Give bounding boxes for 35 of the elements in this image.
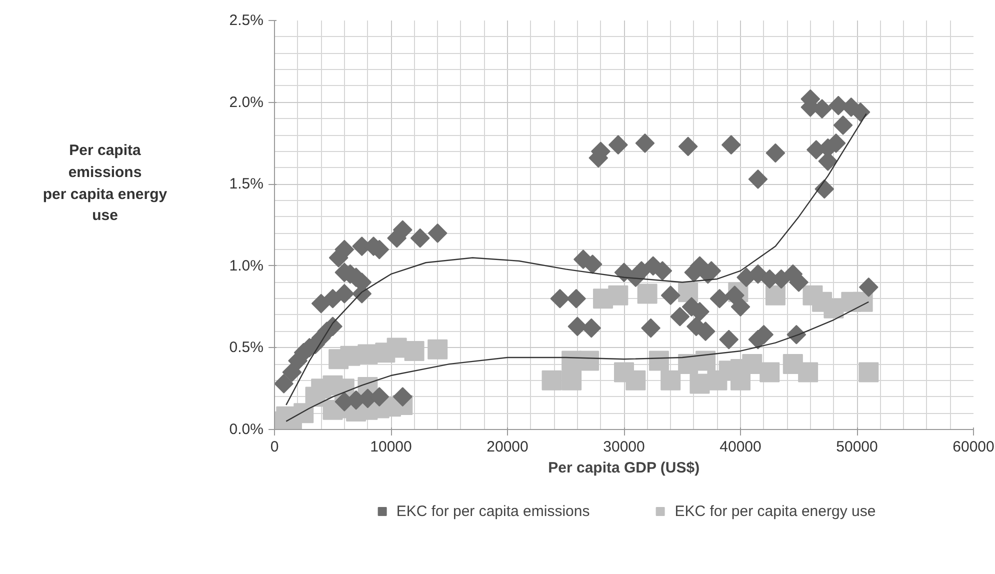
point bbox=[626, 370, 646, 390]
x-tick-label: 10000 bbox=[370, 438, 412, 456]
x-tick-label: 60000 bbox=[952, 438, 994, 456]
point bbox=[428, 339, 448, 360]
point bbox=[696, 350, 716, 371]
x-tick-label: 0 bbox=[270, 438, 279, 456]
x-tick-label: 50000 bbox=[836, 438, 878, 456]
y-tick-label: 2.0% bbox=[229, 94, 264, 111]
point bbox=[637, 284, 658, 304]
point bbox=[765, 285, 786, 306]
point bbox=[760, 362, 780, 382]
point bbox=[678, 282, 698, 302]
x-tick-label: 20000 bbox=[486, 438, 528, 456]
point bbox=[690, 374, 710, 394]
point bbox=[608, 285, 628, 306]
point bbox=[562, 370, 582, 390]
y-axis-title: Per capita emissions per capita energy use bbox=[42, 141, 168, 226]
point bbox=[798, 362, 818, 382]
point bbox=[386, 338, 407, 358]
point bbox=[404, 340, 424, 361]
x-tick-label: 30000 bbox=[603, 438, 645, 456]
point bbox=[648, 350, 669, 371]
legend-label: EKC for per capita emissions bbox=[396, 502, 590, 520]
x-axis-title: Per capita GDP (US$) bbox=[548, 460, 700, 476]
legend-label: EKC for per capita energy use bbox=[674, 502, 876, 520]
x-tick-label: 40000 bbox=[720, 438, 762, 456]
y-tick-label: 1.0% bbox=[229, 257, 264, 274]
point bbox=[660, 370, 681, 390]
point bbox=[542, 370, 562, 390]
y-tick-label: 0.5% bbox=[229, 339, 264, 356]
point bbox=[579, 350, 600, 371]
y-tick-label: 2.5% bbox=[229, 12, 264, 29]
y-tick-label: 1.5% bbox=[229, 176, 264, 193]
point bbox=[858, 362, 879, 382]
y-tick-label: 0.0% bbox=[229, 421, 264, 438]
